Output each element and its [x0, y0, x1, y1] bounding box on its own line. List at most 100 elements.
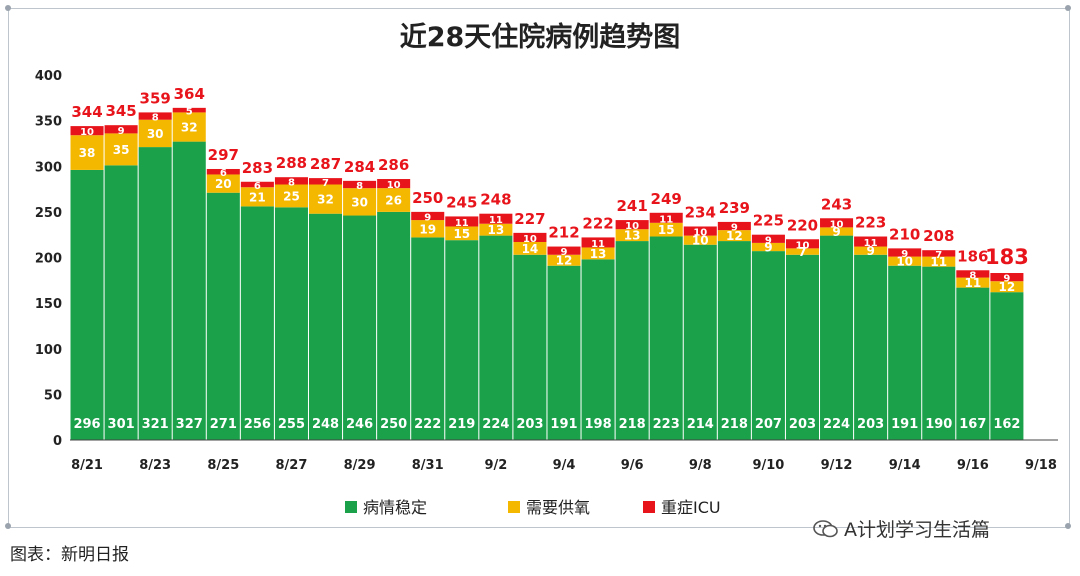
data-label-oxygen: 32: [181, 121, 198, 135]
data-label-icu: 10: [523, 234, 537, 245]
data-label-stable: 222: [414, 417, 441, 432]
total-label: 223: [855, 214, 886, 232]
data-label-icu: 9: [765, 235, 772, 246]
data-label-oxygen: 38: [79, 146, 96, 160]
data-label-icu: 10: [625, 221, 639, 232]
x-tick-label: 8/21: [71, 458, 103, 473]
bar-segment-oxygen: [649, 222, 683, 237]
data-label-oxygen: 35: [113, 143, 130, 157]
data-label-stable: 321: [142, 417, 169, 432]
watermark: A计划学习生活篇: [812, 515, 990, 542]
total-label: 210: [889, 225, 920, 243]
source-footer: 图表：新明日报: [10, 545, 129, 565]
bar-segment-stable: [411, 237, 445, 440]
total-label: 220: [787, 216, 818, 234]
x-tick-label: 8/31: [412, 458, 444, 473]
bar-segment-icu: [922, 250, 956, 257]
bar-segment-stable: [785, 254, 820, 440]
bar-segment-stable: [206, 192, 240, 440]
bar-segment-oxygen: [547, 254, 581, 266]
total-label: 183: [985, 245, 1029, 269]
bar-segment-stable: [274, 207, 308, 440]
data-label-oxygen: 7: [798, 245, 806, 259]
bar-segment-oxygen: [888, 256, 922, 266]
x-tick-label: 9/2: [484, 458, 507, 473]
bar-segment-icu: [581, 237, 615, 248]
data-label-stable: 255: [278, 417, 305, 432]
data-label-oxygen: 9: [866, 244, 874, 258]
bar-segment-oxygen: [308, 184, 343, 214]
bar-segment-stable: [751, 251, 785, 440]
total-label: 227: [514, 210, 545, 228]
data-label-stable: 296: [73, 417, 100, 432]
data-label-oxygen: 26: [385, 194, 402, 208]
bar-segment-oxygen: [990, 281, 1024, 293]
bar-segment-stable: [513, 254, 547, 440]
total-label: 364: [174, 85, 205, 103]
bar-segment-stable: [104, 165, 138, 440]
data-label-stable: 327: [176, 417, 203, 432]
bar-segment-icu: [411, 211, 445, 221]
bar-segment-oxygen: [820, 227, 854, 236]
data-label-oxygen: 12: [999, 280, 1016, 294]
data-label-icu: 11: [455, 218, 469, 229]
total-label: 283: [242, 159, 273, 177]
bar-segment-stable: [922, 266, 956, 440]
x-tick-label: 9/16: [957, 458, 989, 473]
bar-segment-icu: [956, 270, 990, 278]
x-tick-label: 9/8: [689, 458, 712, 473]
resize-handle[interactable]: [1065, 523, 1071, 529]
data-label-icu: 11: [489, 215, 503, 226]
bar-segment-oxygen: [274, 184, 308, 208]
resize-handle[interactable]: [5, 523, 11, 529]
bar-segment-stable: [240, 206, 274, 440]
resize-handle[interactable]: [1065, 5, 1071, 11]
bar-segment-icu: [172, 107, 206, 113]
bar-segment-oxygen: [785, 248, 820, 255]
x-tick-label: 9/18: [1025, 458, 1057, 473]
x-tick-label: 8/27: [276, 458, 308, 473]
total-label: 222: [582, 214, 613, 232]
data-label-oxygen: 32: [317, 193, 334, 207]
bar-segment-stable: [615, 241, 649, 440]
x-tick-label: 9/12: [821, 458, 853, 473]
data-label-stable: 271: [210, 417, 237, 432]
bar-segment-stable: [70, 169, 104, 440]
bar-segment-icu: [70, 126, 104, 136]
data-label-icu: 6: [220, 168, 227, 179]
bar-segment-stable: [717, 241, 751, 440]
bar-segment-icu: [888, 248, 922, 257]
data-label-stable: 223: [653, 417, 680, 432]
data-label-icu: 10: [830, 219, 844, 230]
data-label-stable: 191: [550, 417, 577, 432]
data-label-icu: 7: [322, 178, 329, 189]
y-tick-label: 350: [35, 115, 62, 130]
data-label-stable: 214: [687, 417, 714, 432]
bar-segment-oxygen: [206, 174, 240, 193]
total-label: 248: [480, 191, 511, 209]
data-label-stable: 224: [823, 417, 850, 432]
bar-segment-stable: [343, 215, 377, 440]
bar-segment-icu: [240, 181, 274, 188]
bar-segment-icu: [104, 125, 138, 134]
bar-segment-oxygen: [513, 241, 547, 255]
total-label: 297: [208, 146, 239, 164]
x-tick-label: 9/4: [553, 458, 576, 473]
total-label: 288: [276, 154, 307, 172]
bar-segment-stable: [308, 213, 343, 440]
data-label-oxygen: 15: [658, 223, 675, 237]
legend-label: 病情稳定: [363, 498, 427, 517]
data-label-oxygen: 21: [249, 190, 266, 204]
data-label-icu: 9: [901, 249, 908, 260]
resize-handle[interactable]: [5, 5, 11, 11]
y-tick-label: 100: [35, 343, 62, 358]
bar-segment-oxygen: [377, 188, 411, 212]
bar-segment-icu: [513, 232, 547, 242]
x-tick-label: 9/10: [752, 458, 784, 473]
bar-segment-icu: [377, 179, 411, 189]
data-label-oxygen: 10: [692, 234, 709, 248]
wechat-icon: [813, 519, 838, 537]
data-label-oxygen: 13: [590, 247, 607, 261]
bar-segment-oxygen: [70, 135, 104, 170]
